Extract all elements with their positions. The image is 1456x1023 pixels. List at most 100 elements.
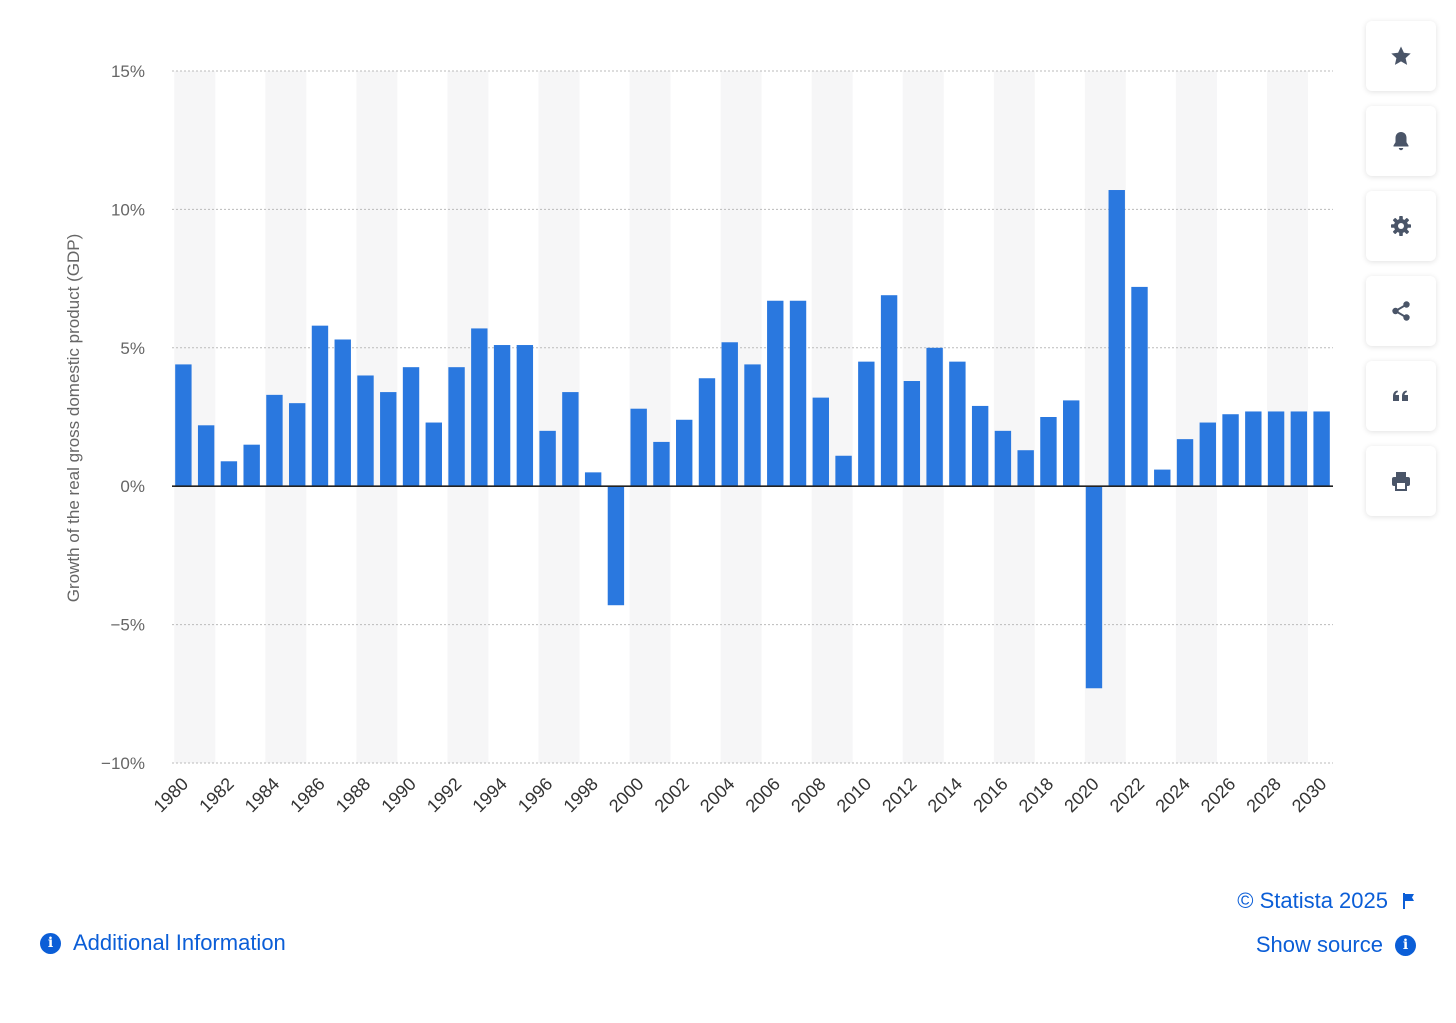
x-tick-label: 1992 bbox=[423, 774, 465, 816]
bar-2017 bbox=[1017, 450, 1034, 487]
y-tick-label: −10% bbox=[101, 754, 145, 773]
additional-information-link[interactable]: i Additional Information bbox=[40, 930, 286, 956]
y-tick-label: 0% bbox=[120, 477, 145, 496]
bar-2021 bbox=[1108, 190, 1125, 487]
bar-2027 bbox=[1245, 411, 1262, 487]
x-tick-label: 2024 bbox=[1151, 774, 1193, 816]
bar-2008 bbox=[812, 397, 829, 487]
x-tick-label: 1990 bbox=[377, 774, 419, 816]
bar-2006 bbox=[767, 300, 784, 487]
bar-2029 bbox=[1290, 411, 1308, 487]
notification-button[interactable] bbox=[1366, 106, 1436, 176]
share-icon bbox=[1392, 301, 1410, 321]
show-source-link[interactable]: Show source i bbox=[1237, 932, 1416, 958]
x-tick-label: 2010 bbox=[833, 774, 875, 816]
bar-1999 bbox=[607, 486, 625, 606]
bar-1998 bbox=[584, 472, 602, 487]
bar-2023 bbox=[1154, 469, 1171, 487]
flag-icon bbox=[1402, 892, 1416, 910]
x-tick-label: 2016 bbox=[969, 774, 1011, 816]
bar-2003 bbox=[698, 378, 716, 487]
bar-2015 bbox=[971, 405, 989, 487]
x-tick-label: 2030 bbox=[1288, 774, 1330, 816]
bar-1981 bbox=[197, 425, 215, 487]
bar-2000 bbox=[630, 408, 647, 487]
gear-icon bbox=[1391, 216, 1411, 236]
bar-1991 bbox=[425, 422, 442, 487]
bar-2012 bbox=[903, 381, 921, 487]
x-tick-label: 1980 bbox=[150, 774, 192, 816]
bar-1997 bbox=[562, 392, 579, 487]
x-tick-label: 2028 bbox=[1242, 774, 1284, 816]
bar-1994 bbox=[493, 345, 511, 487]
bar-2018 bbox=[1040, 417, 1057, 487]
y-axis-title: Growth of the real gross domestic produc… bbox=[64, 234, 83, 602]
x-tick-label: 2026 bbox=[1197, 774, 1239, 816]
settings-button[interactable] bbox=[1366, 191, 1436, 261]
chart-toolbar bbox=[1366, 21, 1436, 531]
additional-information-label: Additional Information bbox=[73, 930, 286, 955]
favorite-button[interactable] bbox=[1366, 21, 1436, 91]
bar-2002 bbox=[676, 419, 693, 487]
bar-1987 bbox=[334, 339, 351, 487]
share-button[interactable] bbox=[1366, 276, 1436, 346]
bar-1995 bbox=[516, 345, 534, 487]
info-icon: i bbox=[1395, 934, 1416, 956]
bar-2020 bbox=[1085, 486, 1103, 689]
copyright-label: © Statista 2025 bbox=[1237, 888, 1388, 913]
bar-2007 bbox=[789, 300, 807, 487]
bar-1982 bbox=[220, 461, 238, 487]
x-tick-label: 1996 bbox=[514, 774, 556, 816]
info-icon: i bbox=[40, 932, 61, 954]
gdp-growth-chart: 15% 10% 5% 0% −5% −10% Growth of the real gros… bbox=[64, 62, 1333, 816]
copyright-link[interactable]: © Statista 2025 bbox=[1237, 888, 1416, 914]
bar-2010 bbox=[858, 361, 875, 487]
bar-1983 bbox=[243, 444, 260, 487]
x-tick-label: 2020 bbox=[1060, 774, 1102, 816]
x-tick-label: 1998 bbox=[560, 774, 602, 816]
x-tick-label: 2012 bbox=[878, 774, 920, 816]
bar-1980 bbox=[175, 364, 192, 487]
bar-2011 bbox=[880, 295, 898, 487]
bar-1984 bbox=[266, 394, 283, 487]
x-tick-label: 1986 bbox=[286, 774, 328, 816]
show-source-label: Show source bbox=[1255, 932, 1383, 957]
x-tick-label: 1994 bbox=[468, 774, 510, 816]
bar-2013 bbox=[926, 347, 943, 487]
year-band bbox=[1175, 71, 1217, 763]
year-band bbox=[993, 71, 1035, 763]
bar-1985 bbox=[289, 403, 306, 487]
source-footer: © Statista 2025 Show source i bbox=[1237, 888, 1416, 958]
cite-button[interactable] bbox=[1366, 361, 1436, 431]
bar-2030 bbox=[1313, 411, 1330, 487]
x-tick-label: 2022 bbox=[1106, 774, 1148, 816]
print-icon bbox=[1392, 472, 1410, 491]
bar-2001 bbox=[653, 441, 670, 487]
bar-1990 bbox=[402, 367, 420, 487]
bar-1986 bbox=[311, 325, 329, 487]
x-tick-label: 2002 bbox=[651, 774, 693, 816]
x-tick-label: 1988 bbox=[332, 774, 374, 816]
bar-2019 bbox=[1063, 400, 1080, 487]
bar-1992 bbox=[448, 367, 465, 487]
bar-2009 bbox=[835, 455, 852, 487]
print-button[interactable] bbox=[1366, 446, 1436, 516]
y-tick-label: 10% bbox=[111, 200, 145, 219]
x-tick-label: 1982 bbox=[195, 774, 237, 816]
bell-icon bbox=[1393, 132, 1409, 151]
x-tick-label: 2014 bbox=[924, 774, 966, 816]
bar-1993 bbox=[471, 328, 488, 487]
bar-2022 bbox=[1131, 286, 1148, 487]
bar-2004 bbox=[721, 342, 738, 487]
bar-2026 bbox=[1222, 414, 1239, 487]
bar-1989 bbox=[380, 392, 397, 487]
x-tick-label: 2008 bbox=[787, 774, 829, 816]
x-tick-label: 1984 bbox=[241, 774, 283, 816]
bar-2005 bbox=[744, 364, 761, 487]
bar-1996 bbox=[539, 430, 556, 487]
bar-2028 bbox=[1267, 411, 1285, 487]
x-tick-label: 2000 bbox=[605, 774, 647, 816]
bar-2024 bbox=[1176, 439, 1194, 487]
quote-icon bbox=[1393, 390, 1408, 401]
